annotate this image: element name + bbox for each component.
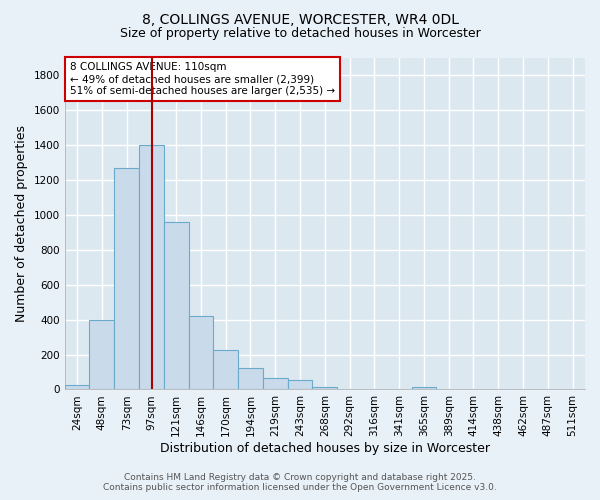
- Text: Contains HM Land Registry data © Crown copyright and database right 2025.
Contai: Contains HM Land Registry data © Crown c…: [103, 473, 497, 492]
- Bar: [238, 368, 263, 390]
- Bar: [287, 380, 313, 390]
- Bar: [313, 387, 337, 390]
- Bar: [214, 350, 238, 390]
- Bar: [412, 388, 436, 390]
- Bar: [164, 222, 188, 390]
- Text: 8 COLLINGS AVENUE: 110sqm
← 49% of detached houses are smaller (2,399)
51% of se: 8 COLLINGS AVENUE: 110sqm ← 49% of detac…: [70, 62, 335, 96]
- Bar: [337, 388, 362, 390]
- Bar: [139, 145, 164, 390]
- Text: Size of property relative to detached houses in Worcester: Size of property relative to detached ho…: [119, 28, 481, 40]
- X-axis label: Distribution of detached houses by size in Worcester: Distribution of detached houses by size …: [160, 442, 490, 455]
- Bar: [65, 385, 89, 390]
- Bar: [263, 378, 287, 390]
- Bar: [114, 168, 139, 390]
- Text: 8, COLLINGS AVENUE, WORCESTER, WR4 0DL: 8, COLLINGS AVENUE, WORCESTER, WR4 0DL: [142, 12, 458, 26]
- Y-axis label: Number of detached properties: Number of detached properties: [15, 125, 28, 322]
- Bar: [89, 320, 114, 390]
- Bar: [188, 316, 214, 390]
